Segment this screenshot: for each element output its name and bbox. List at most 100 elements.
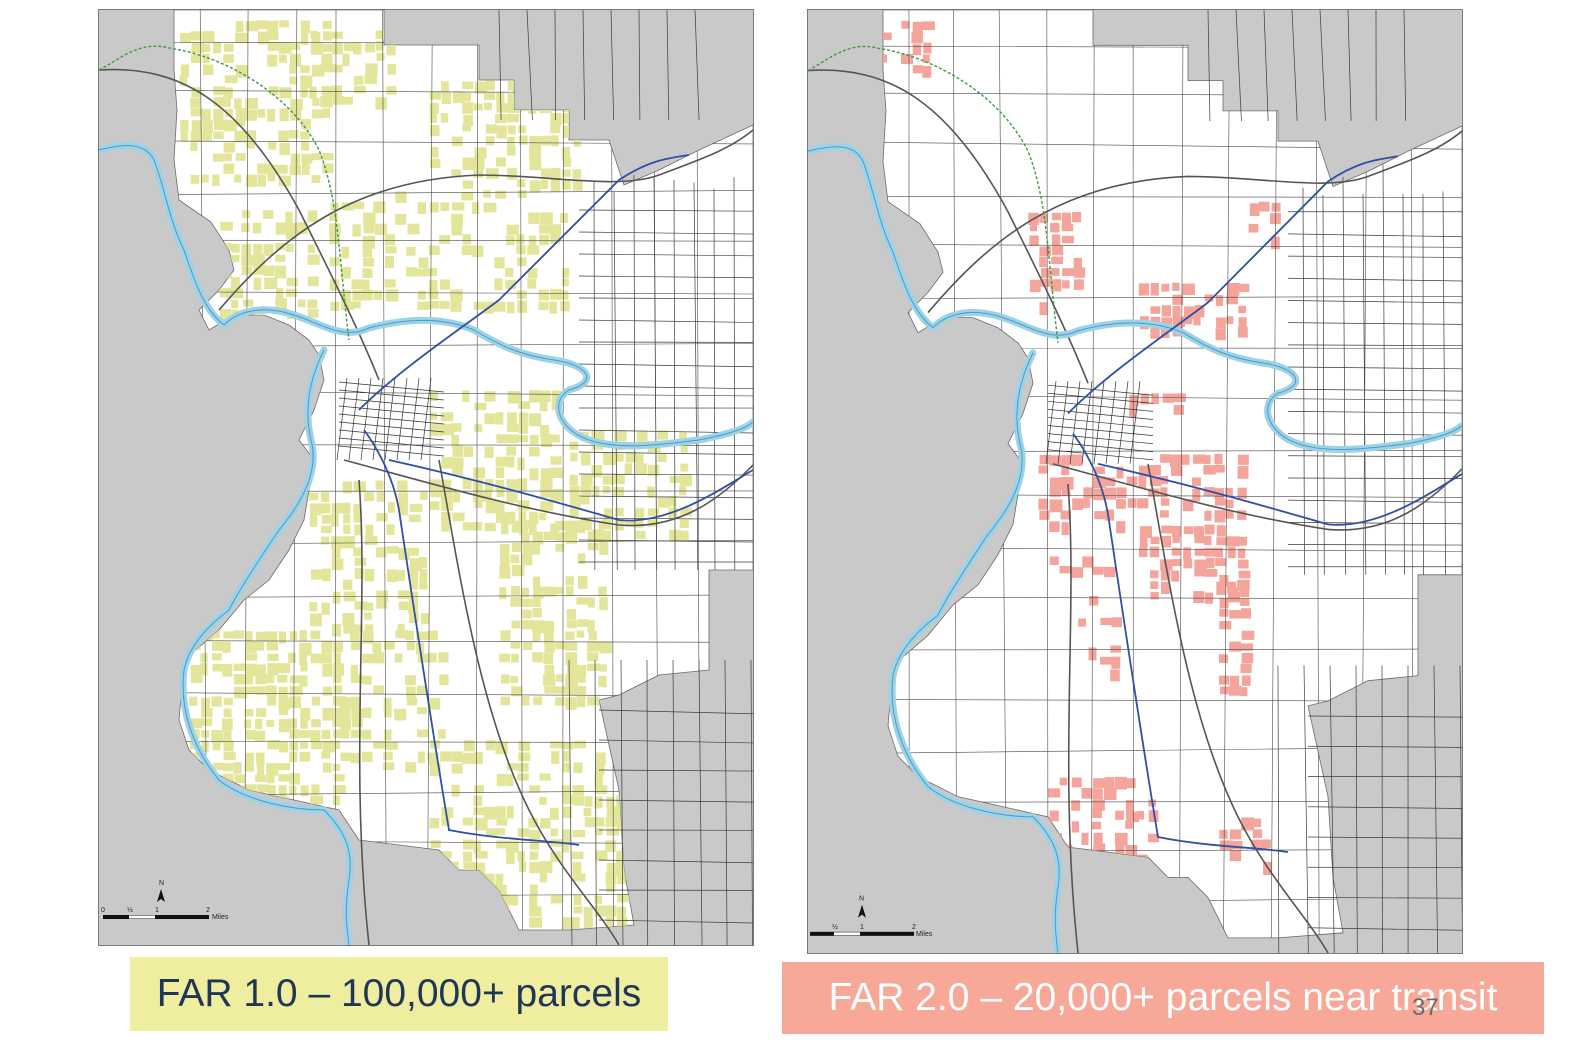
parcel-block <box>495 456 508 467</box>
road-segment <box>883 196 1462 198</box>
parcel-block <box>278 719 291 733</box>
parcel-block <box>1060 510 1071 520</box>
parcel-block <box>223 740 234 752</box>
parcel-block <box>386 86 397 95</box>
road-segment <box>1342 176 1347 575</box>
parcel-block <box>1049 810 1059 822</box>
parcel-block <box>680 441 688 453</box>
parcel-block <box>1038 465 1048 474</box>
parcel-block <box>354 524 363 536</box>
parcel-block <box>1129 394 1139 407</box>
road-segment <box>1315 10 1320 938</box>
parcel-block <box>473 752 483 764</box>
parcel-block <box>595 850 608 861</box>
parcel-block <box>517 457 525 471</box>
road-segment <box>578 253 753 257</box>
parcel-block <box>373 652 385 664</box>
parcel-block <box>1078 618 1086 627</box>
parcel-block <box>310 503 322 516</box>
parcel-block <box>1240 663 1252 674</box>
parcel-block <box>213 131 224 139</box>
parcel-block <box>235 153 246 161</box>
parcel-block <box>419 569 428 582</box>
parcel-block <box>354 601 368 610</box>
parcel-block <box>234 119 245 127</box>
parcel-block <box>257 175 266 187</box>
parcel-block <box>1204 535 1212 546</box>
parcel-block <box>565 697 577 710</box>
road-segment <box>174 594 753 598</box>
parcel-block <box>450 300 462 312</box>
parcel-block <box>474 81 488 94</box>
parcel-block <box>420 613 430 624</box>
parcel-block <box>506 446 517 456</box>
parcel-block <box>428 245 440 255</box>
parcel-block <box>219 243 232 251</box>
parcel-block <box>474 862 486 875</box>
parcel-block <box>321 602 330 615</box>
parcel-block <box>353 42 362 55</box>
parcel-block <box>394 708 407 721</box>
parcel-block <box>1111 617 1122 628</box>
parcel-block <box>506 146 516 156</box>
parcel-block <box>300 785 309 797</box>
parcel-block <box>285 232 296 240</box>
parcel-block <box>462 839 474 850</box>
parcel-block <box>202 53 210 64</box>
road-segment <box>1329 665 1335 953</box>
parcel-block <box>1160 570 1171 581</box>
parcel-block <box>1103 787 1117 800</box>
parcel-block <box>211 696 222 707</box>
parcel-block <box>405 630 414 641</box>
parcel-block <box>572 180 583 191</box>
parcel-block <box>180 130 188 142</box>
parcel-block <box>1073 267 1086 278</box>
parcel-block <box>598 675 607 688</box>
parcel-block <box>200 785 210 798</box>
parcel-block <box>263 265 275 277</box>
parcel-block <box>1139 535 1148 549</box>
parcel-block <box>222 773 234 782</box>
parcel-block <box>430 412 438 420</box>
parcel-block <box>321 514 333 524</box>
parcel-block <box>332 740 340 750</box>
parcel-block <box>617 872 626 885</box>
parcel-block <box>256 708 267 717</box>
parcel-block <box>1105 477 1116 487</box>
parcel-block <box>300 65 310 73</box>
parcel-block <box>1050 267 1060 276</box>
parcel-block <box>617 751 629 764</box>
parcel-block <box>1227 546 1236 559</box>
parcel-block <box>397 569 406 582</box>
parcel-block <box>1061 488 1071 497</box>
parcel-block <box>429 884 443 898</box>
parcel-block <box>1083 487 1093 499</box>
parcel-block <box>474 147 487 159</box>
parcel-block <box>189 718 203 729</box>
parcel-block <box>285 288 298 297</box>
parcel-block <box>374 223 388 235</box>
parcel-block <box>310 30 318 38</box>
parcel-block <box>307 299 318 309</box>
downtown-street <box>338 389 445 401</box>
parcel-block <box>1103 566 1116 578</box>
parcel-block <box>550 741 562 749</box>
parcel-block <box>901 20 910 29</box>
parcel-block <box>500 554 510 568</box>
parcel-block <box>1183 526 1194 535</box>
parcel-block <box>518 752 531 762</box>
parcel-block <box>484 895 496 906</box>
road-segment <box>620 659 624 945</box>
parcel-block <box>517 179 526 188</box>
parcel-block <box>511 564 525 577</box>
parcel-block <box>1161 581 1171 594</box>
parcel-block <box>543 531 557 541</box>
parcel-block <box>474 402 487 411</box>
parcel-block <box>462 752 475 765</box>
parcel-block <box>452 906 460 915</box>
parcel-block <box>1061 455 1072 466</box>
parcel-block <box>1219 608 1229 617</box>
parcel-block <box>1203 465 1216 475</box>
parcel-block <box>255 730 266 742</box>
parcel-block <box>1100 656 1112 665</box>
